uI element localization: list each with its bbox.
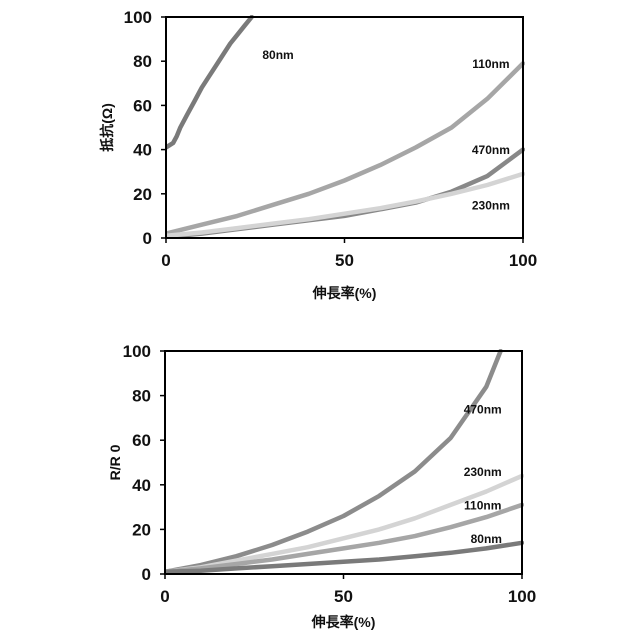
y-tick-label: 20	[132, 520, 151, 539]
y-axis-title: R/R 0	[107, 444, 123, 480]
x-tick-label: 50	[334, 587, 353, 606]
series-label-110nm: 110nm	[472, 57, 509, 71]
series-label-230nm: 230nm	[472, 198, 510, 212]
series-label-80nm: 80nm	[471, 532, 502, 546]
y-tick-label: 60	[133, 96, 152, 115]
x-axis-title: 伸長率(%)	[312, 285, 377, 301]
series-line-80nm	[166, 17, 252, 147]
series-lines	[166, 17, 523, 237]
series-label-110nm: 110nm	[464, 498, 501, 512]
x-tick-label: 100	[509, 251, 537, 270]
series-label-80nm: 80nm	[262, 48, 293, 62]
series-line-110nm	[166, 63, 523, 233]
y-axis-title: 抵抗(Ω)	[99, 103, 115, 152]
x-axis-title: 伸長率(%)	[311, 614, 376, 630]
series-lines	[165, 351, 522, 572]
series-label-470nm: 470nm	[472, 143, 510, 157]
x-tick-label: 50	[335, 251, 354, 270]
x-tick-label: 0	[160, 587, 169, 606]
y-tick-label: 60	[132, 431, 151, 450]
plot-frame	[166, 17, 523, 238]
series-label-230nm: 230nm	[464, 465, 502, 479]
x-tick-label: 0	[161, 251, 170, 270]
y-tick-label: 100	[124, 8, 152, 27]
y-tick-label: 100	[123, 342, 151, 361]
series-line-470nm	[166, 150, 523, 237]
y-tick-label: 40	[133, 141, 152, 160]
y-tick-label: 20	[133, 185, 152, 204]
y-tick-label: 80	[133, 52, 152, 71]
y-tick-label: 40	[132, 476, 151, 495]
x-tick-label: 100	[508, 587, 536, 606]
y-tick-label: 80	[132, 387, 151, 406]
chart-normalized-resistance: 0 20 40 60 80 100 0 50 100 伸長率(%) R/R 0 470nm 230nm 1…	[107, 342, 536, 630]
y-tick-label: 0	[142, 565, 151, 584]
chart-resistance: 0 20 40 60 80 100 0 50 100 伸長率(%) 抵抗(Ω) 80nm 110nm 47…	[99, 8, 537, 301]
y-tick-label: 0	[143, 229, 152, 248]
series-label-470nm: 470nm	[464, 402, 502, 416]
